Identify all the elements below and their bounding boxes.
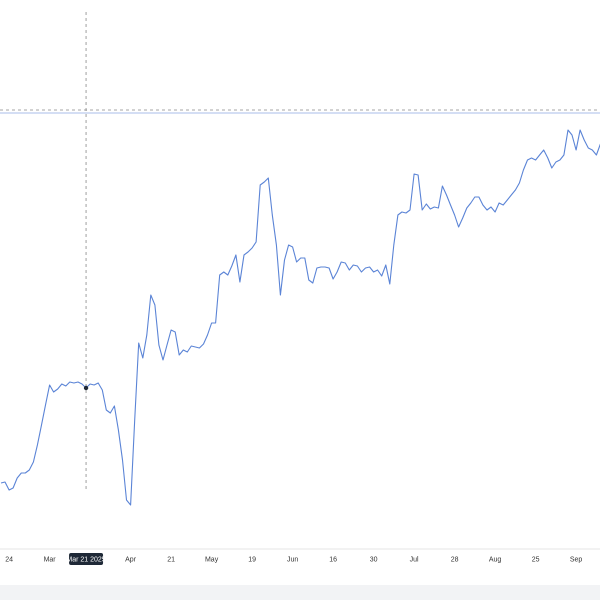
crosshair-label: Mar 21 2025 xyxy=(66,556,105,563)
x-tick-label: 16 xyxy=(329,556,337,563)
x-tick-label: Jul xyxy=(410,556,419,563)
x-tick-label: 21 xyxy=(167,556,175,563)
price-line-series xyxy=(0,129,600,506)
x-tick-label: 30 xyxy=(370,556,378,563)
x-tick-label: Mar xyxy=(44,556,57,563)
x-tick-label: 25 xyxy=(532,556,540,563)
x-tick-label: 24 xyxy=(5,556,13,563)
scroll-bar xyxy=(0,585,600,600)
x-tick-label: Sep xyxy=(570,556,583,563)
x-tick-label: May xyxy=(205,556,219,563)
crosshair-dot xyxy=(83,385,89,391)
x-tick-label: Apr xyxy=(125,556,137,563)
x-tick-label: 28 xyxy=(451,556,459,563)
x-tick-label: Jun xyxy=(287,556,298,563)
x-tick-label: 19 xyxy=(248,556,256,563)
x-tick-label: Aug xyxy=(489,556,502,563)
crosshair-label-box xyxy=(69,553,104,565)
